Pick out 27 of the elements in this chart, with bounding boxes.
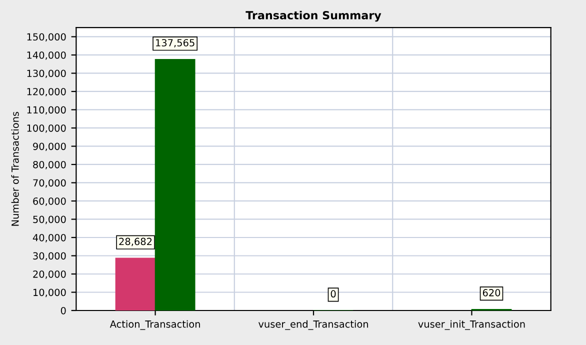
- y-tick-label: 140,000: [27, 51, 66, 60]
- y-tick-label: 20,000: [33, 270, 66, 279]
- y-tick-label: 80,000: [33, 160, 66, 170]
- y-tick-label: 120,000: [27, 88, 66, 96]
- data-label: 28,682: [119, 238, 152, 246]
- y-axis-title: Number of Transactions: [11, 112, 19, 226]
- y-tick-label: 0: [60, 306, 66, 314]
- y-tick-label: 150,000: [27, 33, 66, 42]
- x-tick-label: Action_Transaction: [110, 320, 200, 330]
- y-tick-label: 50,000: [33, 216, 66, 224]
- y-tick-label: 70,000: [33, 179, 66, 188]
- y-tick-label: 100,000: [27, 124, 66, 133]
- y-tick-label: 130,000: [27, 70, 66, 78]
- y-tick-label: 40,000: [32, 234, 66, 242]
- y-tick-label: 10,000: [34, 288, 66, 298]
- data-label: 137,565: [156, 39, 194, 48]
- data-label: 0: [330, 290, 336, 298]
- bar: [115, 258, 156, 310]
- y-tick-label: 30,000: [33, 252, 66, 261]
- x-tick-label: vuser_init_Transaction: [418, 320, 525, 330]
- x-tick-label: vuser_end_Transaction: [258, 320, 368, 330]
- y-tick-label: 90,000: [33, 142, 66, 152]
- y-tick-label: 60,000: [33, 197, 66, 206]
- data-label: 620: [482, 289, 500, 296]
- y-tick-label: 110,000: [27, 106, 66, 115]
- chart-title: Transaction Summary: [246, 10, 382, 22]
- bar: [154, 59, 196, 310]
